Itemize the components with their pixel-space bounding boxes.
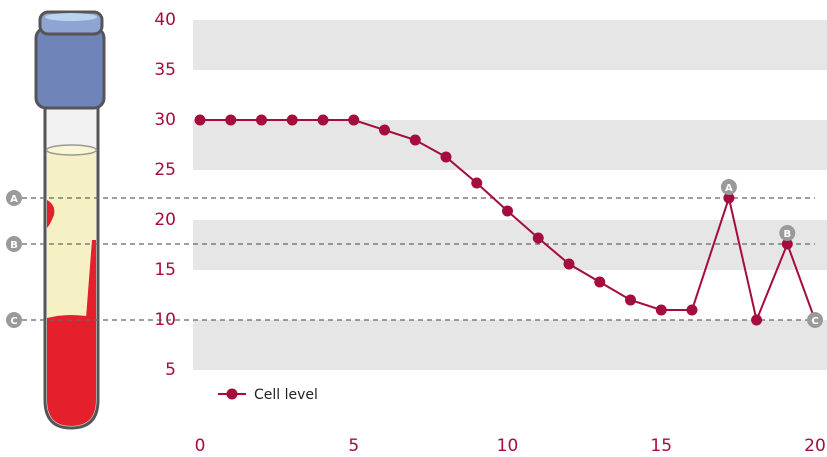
band	[193, 320, 827, 370]
point	[751, 314, 763, 326]
point	[655, 304, 667, 316]
point	[532, 232, 544, 244]
badge	[807, 312, 823, 328]
x-tick-label: 20	[804, 436, 826, 456]
badge-letter: C	[811, 316, 818, 327]
x-tick-label: 5	[348, 436, 359, 456]
legend-marker	[226, 388, 238, 400]
badge	[6, 190, 22, 206]
point	[502, 205, 513, 217]
y-tick-label: 40	[154, 10, 176, 30]
badge	[6, 312, 22, 328]
point	[225, 114, 237, 126]
clot-streak	[86, 240, 96, 318]
cap	[34, 26, 106, 110]
cap-rim	[45, 13, 97, 21]
point	[256, 114, 267, 126]
test-tube	[34, 10, 106, 430]
y-tick-label: 30	[154, 110, 176, 130]
point	[286, 114, 298, 126]
point	[440, 151, 452, 163]
point	[348, 114, 360, 126]
point	[563, 258, 575, 270]
bands	[193, 20, 827, 370]
point	[594, 276, 606, 288]
y-tick-label: 5	[165, 360, 176, 380]
badge-letter: A	[10, 194, 18, 205]
y-tick-label: 10	[154, 310, 176, 330]
point	[471, 177, 483, 189]
badge	[720, 179, 737, 195]
plasma-top	[45, 144, 98, 156]
plasma	[47, 150, 96, 318]
badge-letter: A	[725, 183, 733, 194]
clot-spot	[47, 200, 55, 228]
point	[686, 304, 698, 316]
point	[723, 192, 735, 204]
point	[781, 238, 793, 250]
point	[625, 294, 636, 306]
x-tick-label: 0	[195, 436, 206, 456]
y-tick-label: 20	[154, 210, 176, 230]
x-tick-label: 10	[497, 436, 519, 456]
badge	[779, 225, 796, 241]
legend-label: Cell level	[254, 387, 318, 403]
badge-letter: C	[10, 316, 17, 327]
y-tick-label: 15	[154, 260, 176, 280]
y-tick-label: 35	[154, 60, 176, 80]
badge-letter: B	[10, 240, 18, 251]
band	[193, 120, 827, 170]
x-tick-label: 15	[650, 436, 672, 456]
band	[193, 20, 827, 70]
point	[409, 134, 421, 146]
blood	[47, 315, 96, 426]
point	[317, 114, 329, 126]
badge-letter: B	[784, 229, 792, 240]
y-tick-label: 25	[154, 160, 176, 180]
point	[194, 114, 206, 126]
badge	[6, 236, 22, 252]
point	[379, 124, 390, 136]
band	[193, 220, 827, 270]
